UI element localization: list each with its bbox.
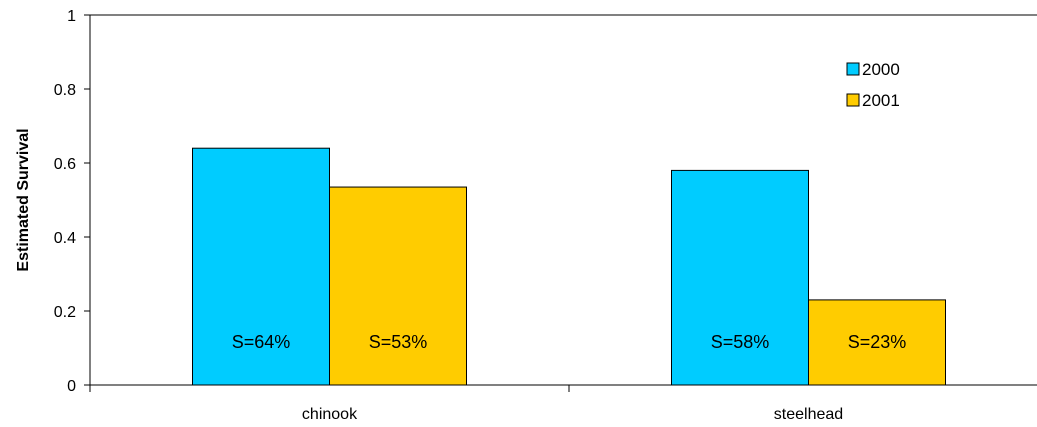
x-category-label: chinook — [302, 406, 358, 423]
bar-steelhead-2001 — [808, 299, 946, 386]
legend: 2000 2001 — [846, 60, 900, 110]
y-tick-label: 0.4 — [54, 230, 76, 247]
legend-swatch-2000 — [846, 62, 860, 76]
bar-data-label: S=23% — [848, 332, 907, 352]
y-tick-label: 0 — [67, 378, 76, 395]
x-category-label: steelhead — [774, 406, 843, 423]
bar-chinook-2001 — [329, 186, 467, 386]
bar-data-label: S=53% — [369, 332, 428, 352]
y-tick-label: 0.8 — [54, 82, 76, 99]
legend-swatch-2001 — [846, 93, 860, 107]
y-tick-label: 1 — [67, 8, 76, 25]
labels: S=64% S=53% chinook S=58% S=23% steelhead — [232, 332, 907, 423]
bars — [192, 147, 946, 386]
bar-data-label: S=58% — [711, 332, 770, 352]
legend-label: 2000 — [862, 60, 900, 79]
legend-label: 2001 — [862, 91, 900, 110]
y-tick-label: 0.2 — [54, 304, 76, 321]
y-axis-label: Estimated Survival — [15, 128, 32, 271]
bar-steelhead-2000 — [671, 169, 809, 386]
bar-data-label: S=64% — [232, 332, 291, 352]
y-tick-label: 0.6 — [54, 156, 76, 173]
